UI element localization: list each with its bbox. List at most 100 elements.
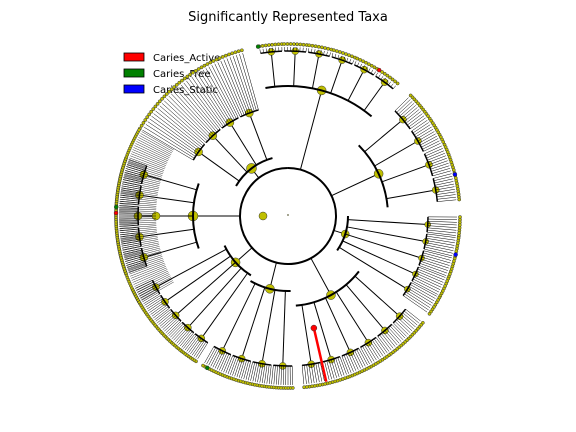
branch-line	[317, 49, 319, 54]
branch-line	[323, 50, 325, 55]
branch-line	[407, 287, 433, 304]
branch-arc	[360, 336, 377, 348]
branch-line	[120, 197, 139, 200]
branch-arc	[295, 270, 360, 307]
branch-line	[223, 59, 247, 115]
branch-line	[411, 282, 437, 297]
taxon-node	[326, 46, 331, 51]
taxon-node	[151, 107, 156, 111]
branch-line	[409, 117, 426, 130]
branch-line	[335, 358, 342, 377]
branch-line	[422, 254, 451, 264]
taxon-node	[267, 43, 271, 47]
branch-line	[140, 133, 173, 152]
branch-line	[120, 192, 158, 198]
branch-line	[345, 233, 422, 259]
branch-line	[273, 365, 276, 385]
taxon-node	[344, 52, 348, 56]
branch-line	[151, 304, 168, 317]
branch-line	[354, 61, 357, 66]
branch-line	[134, 145, 169, 162]
branch-line	[313, 302, 332, 360]
branch-line	[270, 51, 276, 87]
branch-line	[427, 153, 446, 161]
branch-line	[386, 328, 400, 344]
branch-line	[363, 81, 386, 111]
branch-arc	[432, 178, 439, 202]
branch-line	[261, 289, 276, 364]
branch-arc	[192, 183, 200, 249]
branch-line	[147, 121, 197, 155]
branch-line	[434, 178, 453, 184]
branch-line	[119, 218, 157, 220]
branch-line	[123, 176, 160, 186]
branch-line	[436, 191, 456, 195]
branch-line	[167, 320, 182, 335]
branch-line	[119, 227, 157, 231]
branch-line	[120, 190, 158, 197]
branch-line	[126, 259, 145, 266]
branch-line	[370, 69, 374, 74]
branch-line	[421, 258, 449, 269]
branch-line	[139, 135, 173, 154]
branch-line	[437, 196, 456, 200]
branch-line	[379, 334, 392, 351]
branch-line	[122, 247, 142, 253]
branch-line	[425, 148, 443, 157]
branch-line	[135, 272, 169, 289]
branch-line	[241, 287, 266, 359]
branch-line	[399, 316, 414, 330]
branch-line	[357, 62, 360, 67]
branch-line	[419, 263, 448, 274]
branch-line	[343, 355, 352, 373]
taxon-node	[217, 56, 222, 61]
branch-line	[208, 66, 237, 119]
branch-line	[366, 343, 377, 361]
branch-line	[436, 194, 456, 198]
branch-line	[120, 193, 140, 197]
branch-line	[121, 189, 140, 193]
branch-line	[141, 131, 174, 151]
branch-line	[123, 177, 142, 183]
branch-line	[350, 352, 359, 370]
branch-line	[315, 363, 320, 383]
branch-line	[433, 176, 453, 181]
branch-line	[190, 338, 202, 355]
branch-line	[125, 256, 144, 262]
branch-line	[175, 262, 236, 316]
branch-line	[138, 137, 172, 155]
branch-line	[138, 285, 156, 295]
branch-line	[239, 54, 257, 111]
branch-line	[328, 360, 335, 379]
branch-line	[417, 268, 445, 281]
branch-line	[265, 48, 267, 53]
branch-line	[373, 338, 386, 355]
branch-line	[124, 172, 161, 183]
branch-line	[330, 59, 343, 94]
branch-line	[126, 166, 162, 178]
branch-line	[120, 235, 158, 242]
branch-line	[425, 242, 454, 249]
taxon-node	[263, 43, 268, 48]
branch-line	[429, 160, 448, 168]
branch-line	[181, 84, 219, 131]
branch-line	[155, 248, 227, 288]
branch-line	[428, 155, 446, 163]
branch-line	[229, 122, 257, 166]
branch-line	[426, 235, 456, 241]
branch-line	[421, 138, 439, 148]
branch-line	[137, 139, 171, 157]
taxon-node	[149, 109, 154, 114]
branch-line	[124, 252, 143, 259]
branch-line	[345, 354, 354, 372]
taxon-node	[169, 87, 174, 92]
taxon-node	[141, 120, 146, 125]
branch-line	[397, 317, 413, 332]
branch-line	[403, 310, 419, 324]
branch-line	[137, 275, 171, 293]
branch-line	[155, 110, 202, 148]
branch-line	[420, 135, 438, 146]
branch-line	[119, 205, 157, 209]
taxon-node	[236, 49, 241, 54]
branch-line	[354, 275, 400, 317]
